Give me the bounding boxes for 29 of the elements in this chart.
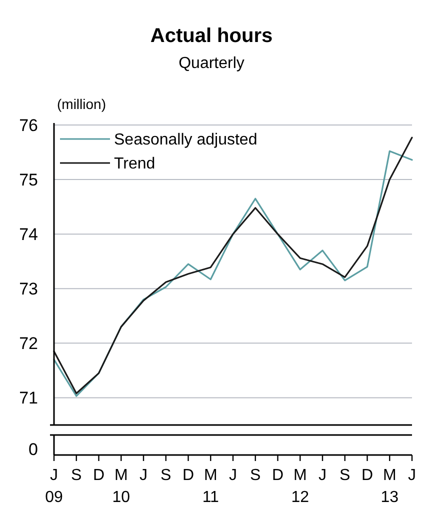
x-tick-label: S [340,467,350,484]
y-tick-label: 74 [19,225,38,244]
y-tick-label: 75 [19,170,38,190]
x-tick-label: S [160,467,172,484]
x-tick-label: S [250,467,261,484]
x-tick-label: J [229,467,237,484]
text: 0 [28,440,38,459]
x-tick-label: D [361,467,374,484]
y-axis-title: (million) [57,96,106,112]
x-tick-label: M 10 [112,467,130,506]
x-tick-label: D [92,467,105,484]
y-tick-label: 76 [19,116,38,135]
x-tick-label: M 11 [202,467,220,506]
x-tick-label: S [71,467,82,484]
x-tick-label: J 09 [45,467,63,506]
y-tick-label: 71 [19,388,38,408]
x-tick-label: M 13 [380,467,399,506]
x-tick-label: D [272,467,284,484]
x-tick-label: D [182,467,194,484]
chart-title: Actual hours [150,25,273,47]
x-tick-label: J [408,467,416,484]
y-tick-label: 73 [19,280,38,299]
x-tick-label: J [140,467,148,484]
legend-label: Seasonally adjusted [114,132,258,149]
x-tick-label: M 12 [291,467,310,506]
x-tick-label: J [318,467,326,484]
chart-subtitle: Quarterly [178,55,244,72]
y-tick-label: 72 [19,334,38,354]
legend-label: Trend [114,156,156,173]
